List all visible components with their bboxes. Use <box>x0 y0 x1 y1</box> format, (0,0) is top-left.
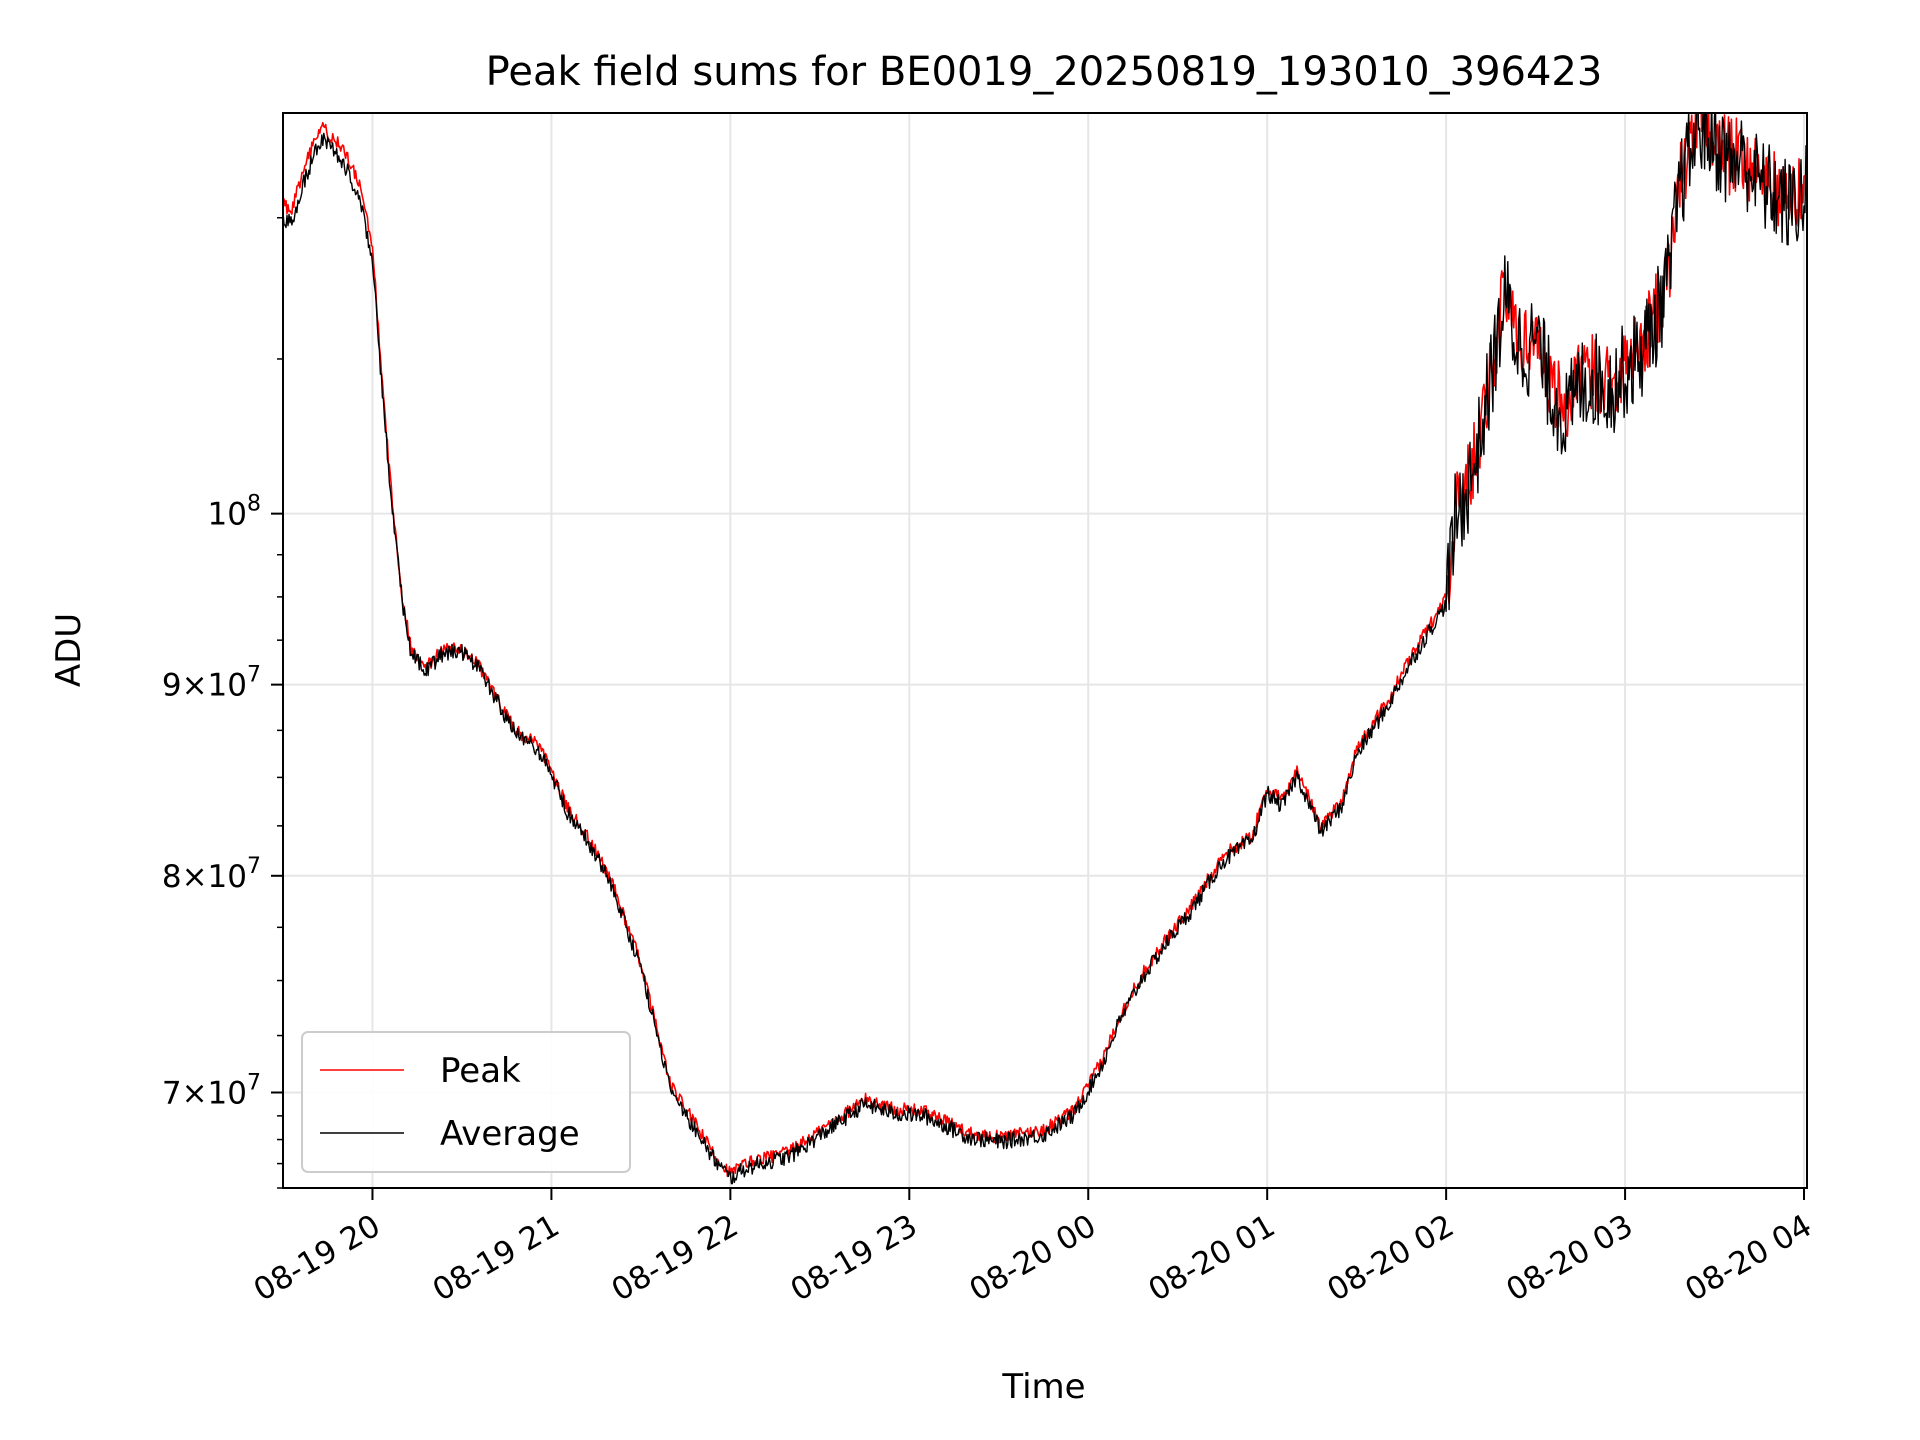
chart-title: Peak field sums for BE0019_20250819_1930… <box>486 49 1603 95</box>
y-tick-label: 108 <box>208 492 261 533</box>
legend-label-peak: Peak <box>440 1051 521 1091</box>
plot-area <box>283 113 1807 1185</box>
y-axis: 108 9×107 8×107 7×107 <box>162 216 283 1189</box>
y-tick-label: 9×107 <box>162 663 261 704</box>
y-tick-label: 8×107 <box>162 854 261 895</box>
plot-frame <box>282 112 1808 1189</box>
y-tick-label: 7×107 <box>162 1071 261 1112</box>
legend: Peak Average <box>301 1031 631 1173</box>
y-axis-label: ADU <box>49 613 89 687</box>
series-line-average <box>283 113 1807 1185</box>
legend-label-average: Average <box>440 1114 580 1154</box>
x-axis-label: Time <box>1001 1367 1085 1407</box>
grid <box>283 113 1807 1188</box>
legend-box <box>301 1031 631 1173</box>
